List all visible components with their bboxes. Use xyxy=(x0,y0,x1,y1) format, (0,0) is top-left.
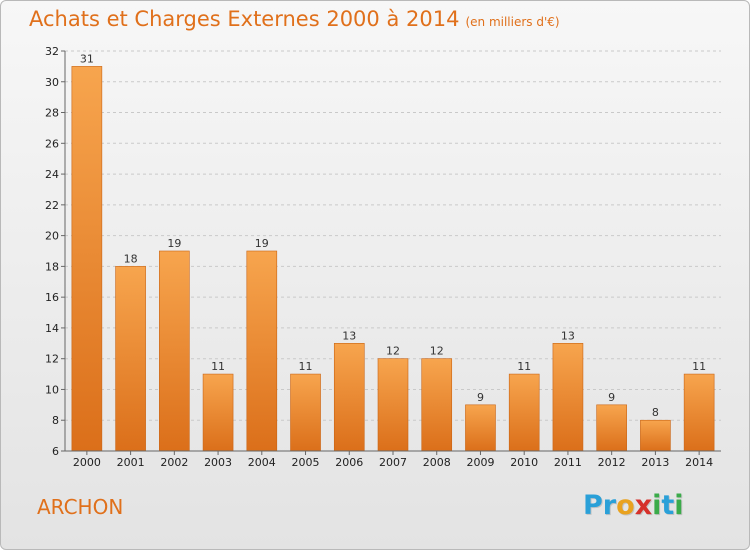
data-label: 19 xyxy=(255,237,269,250)
data-label: 12 xyxy=(430,345,444,358)
x-tick-label: 2006 xyxy=(335,456,363,469)
logo-letter: P xyxy=(583,490,603,521)
data-label: 8 xyxy=(652,406,659,419)
data-label: 13 xyxy=(342,329,356,342)
y-tick-label: 26 xyxy=(45,137,59,150)
chart-title: Achats et Charges Externes 2000 à 2014 (e… xyxy=(29,7,560,31)
bar xyxy=(683,373,715,452)
bar xyxy=(465,404,496,452)
y-tick-label: 6 xyxy=(52,445,59,458)
x-tick-label: 2008 xyxy=(423,456,451,469)
bar xyxy=(71,66,103,452)
y-tick-label: 20 xyxy=(45,230,59,243)
bar xyxy=(508,373,540,452)
x-tick-label: 2003 xyxy=(204,456,232,469)
bar xyxy=(246,250,278,452)
data-label: 9 xyxy=(608,391,615,404)
bar xyxy=(159,250,190,452)
bar xyxy=(333,343,365,452)
x-tick-label: 2014 xyxy=(685,456,713,469)
logo-letter: i xyxy=(652,490,662,521)
x-tick-label: 2005 xyxy=(292,456,320,469)
logo-letter: i xyxy=(674,490,684,521)
bar xyxy=(202,373,234,452)
data-label: 11 xyxy=(299,360,313,373)
data-label: 19 xyxy=(167,237,181,250)
x-tick-label: 2007 xyxy=(379,456,407,469)
data-label: 12 xyxy=(386,345,400,358)
x-tick-label: 2002 xyxy=(160,456,188,469)
data-label: 11 xyxy=(692,360,706,373)
x-tick-label: 2004 xyxy=(248,456,276,469)
data-label: 13 xyxy=(561,329,575,342)
chart-title-text: Achats et Charges Externes 2000 à 2014 xyxy=(29,7,460,31)
chart-unit: (en milliers d'€) xyxy=(465,15,560,29)
bar xyxy=(552,343,584,452)
proxiti-logo: Proxiti xyxy=(583,490,684,521)
data-label: 11 xyxy=(211,360,225,373)
y-axis: 6 8 10 12 14 16 18 20 22 24 26 28 30 32 xyxy=(45,45,66,458)
y-tick-label: 16 xyxy=(45,291,59,304)
x-tick-label: 2000 xyxy=(73,456,101,469)
bar xyxy=(596,404,627,452)
y-tick-label: 32 xyxy=(45,45,59,58)
x-tick-label: 2001 xyxy=(117,456,145,469)
commune-name: ARCHON xyxy=(37,495,124,519)
y-tick-label: 22 xyxy=(45,199,59,212)
y-tick-label: 28 xyxy=(45,107,59,120)
y-tick-label: 24 xyxy=(45,168,59,181)
y-tick-label: 30 xyxy=(45,76,59,89)
x-tick-label: 2012 xyxy=(598,456,626,469)
logo-letter: x xyxy=(634,490,653,521)
y-tick-label: 8 xyxy=(52,414,59,427)
y-tick-label: 18 xyxy=(45,260,59,273)
x-axis: 2000 2001 2002 2003 2004 2005 2006 2007 2008 2009… xyxy=(65,450,721,469)
x-tick-label: 2013 xyxy=(641,456,669,469)
bar xyxy=(421,358,453,452)
data-label: 31 xyxy=(80,52,94,65)
y-tick-label: 10 xyxy=(45,383,59,396)
x-tick-label: 2011 xyxy=(554,456,582,469)
data-label: 9 xyxy=(477,391,484,404)
bars: 31 18 19 11 19 11 13 12 12 9 11 13 9 8 11 xyxy=(71,52,715,452)
bar xyxy=(115,266,146,452)
logo-letter: r xyxy=(602,490,617,521)
y-tick-label: 12 xyxy=(45,353,59,366)
bar xyxy=(377,358,409,452)
x-tick-label: 2010 xyxy=(510,456,538,469)
data-label: 18 xyxy=(124,252,138,265)
logo-letter: o xyxy=(616,490,635,521)
logo-letter: t xyxy=(661,490,675,521)
bar xyxy=(640,419,671,452)
y-tick-label: 14 xyxy=(45,322,59,335)
bar xyxy=(290,373,321,452)
data-label: 11 xyxy=(517,360,531,373)
x-tick-label: 2009 xyxy=(466,456,494,469)
